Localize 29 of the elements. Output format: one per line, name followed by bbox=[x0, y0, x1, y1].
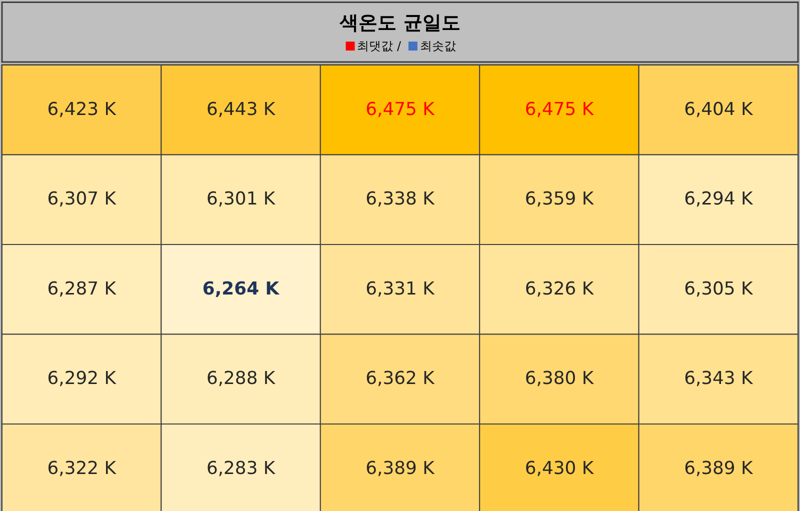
data-label: 6,389 K bbox=[366, 458, 436, 479]
data-label: 6,343 K bbox=[684, 368, 754, 390]
data-label: 6,283 K bbox=[206, 458, 276, 479]
data-label: 6,264 K bbox=[202, 278, 280, 300]
data-label: 6,307 K bbox=[47, 188, 118, 210]
data-label: 6,305 K bbox=[684, 278, 754, 300]
data-label: 6,294 K bbox=[684, 188, 754, 210]
data-label: 6,430 K bbox=[524, 458, 595, 479]
legend-label: 최댓값 bbox=[357, 39, 394, 54]
data-label: 6,301 K bbox=[206, 188, 276, 210]
data-label: 6,338 K bbox=[366, 188, 436, 210]
data-label: 6,389 K bbox=[684, 458, 754, 479]
chart-title: 색온도 균일도 bbox=[338, 12, 460, 34]
legend-label: 최솟값 bbox=[420, 39, 456, 54]
data-label: 6,362 K bbox=[366, 368, 436, 390]
data-label: 6,359 K bbox=[524, 188, 595, 210]
data-label: 6,331 K bbox=[366, 278, 436, 300]
data-label: 6,380 K bbox=[524, 368, 595, 390]
data-label: 6,423 K bbox=[47, 98, 118, 120]
data-label: 6,287 K bbox=[47, 278, 118, 300]
data-label: 6,322 K bbox=[47, 458, 118, 479]
data-label: 6,475 K bbox=[366, 98, 436, 120]
data-label: 6,404 K bbox=[684, 98, 754, 120]
data-label: 6,326 K bbox=[524, 278, 595, 300]
data-label: 6,292 K bbox=[47, 368, 118, 390]
annotation: / bbox=[396, 39, 402, 54]
data-label: 6,288 K bbox=[206, 368, 276, 390]
data-label: 6,475 K bbox=[524, 98, 595, 120]
data-label: 6,443 K bbox=[206, 98, 276, 120]
